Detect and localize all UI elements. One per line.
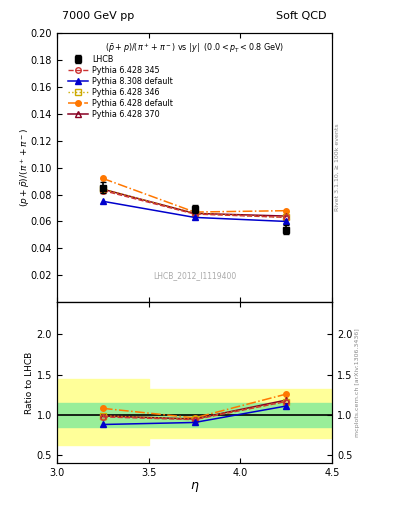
Line: Pythia 6.428 default: Pythia 6.428 default: [100, 176, 289, 215]
Pythia 6.428 346: [101, 186, 105, 192]
Text: $(\bar{p}+p)/(\pi^++\pi^-)$ vs $|y|$  $(0.0 < p_\mathrm{T} < 0.8\ \mathrm{GeV})$: $(\bar{p}+p)/(\pi^++\pi^-)$ vs $|y|$ $(0…: [105, 41, 284, 55]
Pythia 8.308 default: [192, 215, 197, 221]
Pythia 8.308 default: [101, 198, 105, 204]
Bar: [149, 389, 332, 438]
Pythia 6.428 345: [192, 211, 197, 217]
Text: LHCB_2012_I1119400: LHCB_2012_I1119400: [153, 271, 236, 281]
Pythia 6.428 370: [192, 210, 197, 217]
Pythia 6.428 default: [192, 209, 197, 215]
Pythia 6.428 346: [284, 215, 288, 221]
Line: Pythia 8.308 default: Pythia 8.308 default: [100, 199, 289, 224]
Y-axis label: Ratio to LHCB: Ratio to LHCB: [25, 352, 34, 414]
Pythia 6.428 370: [284, 213, 288, 219]
Pythia 6.428 345: [284, 215, 288, 221]
Y-axis label: Rivet 3.1.10, ≥ 100k events: Rivet 3.1.10, ≥ 100k events: [335, 124, 340, 211]
Bar: [57, 379, 149, 445]
Line: Pythia 6.428 346: Pythia 6.428 346: [100, 186, 289, 220]
Text: Soft QCD: Soft QCD: [276, 11, 327, 21]
Text: $(p+\bar{p})/({\pi}^+ + {\pi}^-)$: $(p+\bar{p})/({\pi}^+ + {\pi}^-)$: [18, 128, 32, 207]
Pythia 6.428 345: [101, 187, 105, 194]
Pythia 6.428 346: [192, 210, 197, 217]
Legend: LHCB, Pythia 6.428 345, Pythia 8.308 default, Pythia 6.428 346, Pythia 6.428 def: LHCB, Pythia 6.428 345, Pythia 8.308 def…: [66, 53, 175, 121]
Pythia 6.428 default: [101, 175, 105, 182]
Line: Pythia 6.428 370: Pythia 6.428 370: [100, 186, 289, 219]
Y-axis label: mcplots.cern.ch [arXiv:1306.3436]: mcplots.cern.ch [arXiv:1306.3436]: [355, 328, 360, 437]
Line: Pythia 6.428 345: Pythia 6.428 345: [100, 188, 289, 220]
Pythia 6.428 370: [101, 186, 105, 192]
Bar: [57, 403, 332, 427]
Pythia 8.308 default: [284, 218, 288, 224]
X-axis label: $\eta$: $\eta$: [190, 480, 199, 494]
Text: 7000 GeV pp: 7000 GeV pp: [62, 11, 135, 21]
Pythia 6.428 default: [284, 208, 288, 214]
